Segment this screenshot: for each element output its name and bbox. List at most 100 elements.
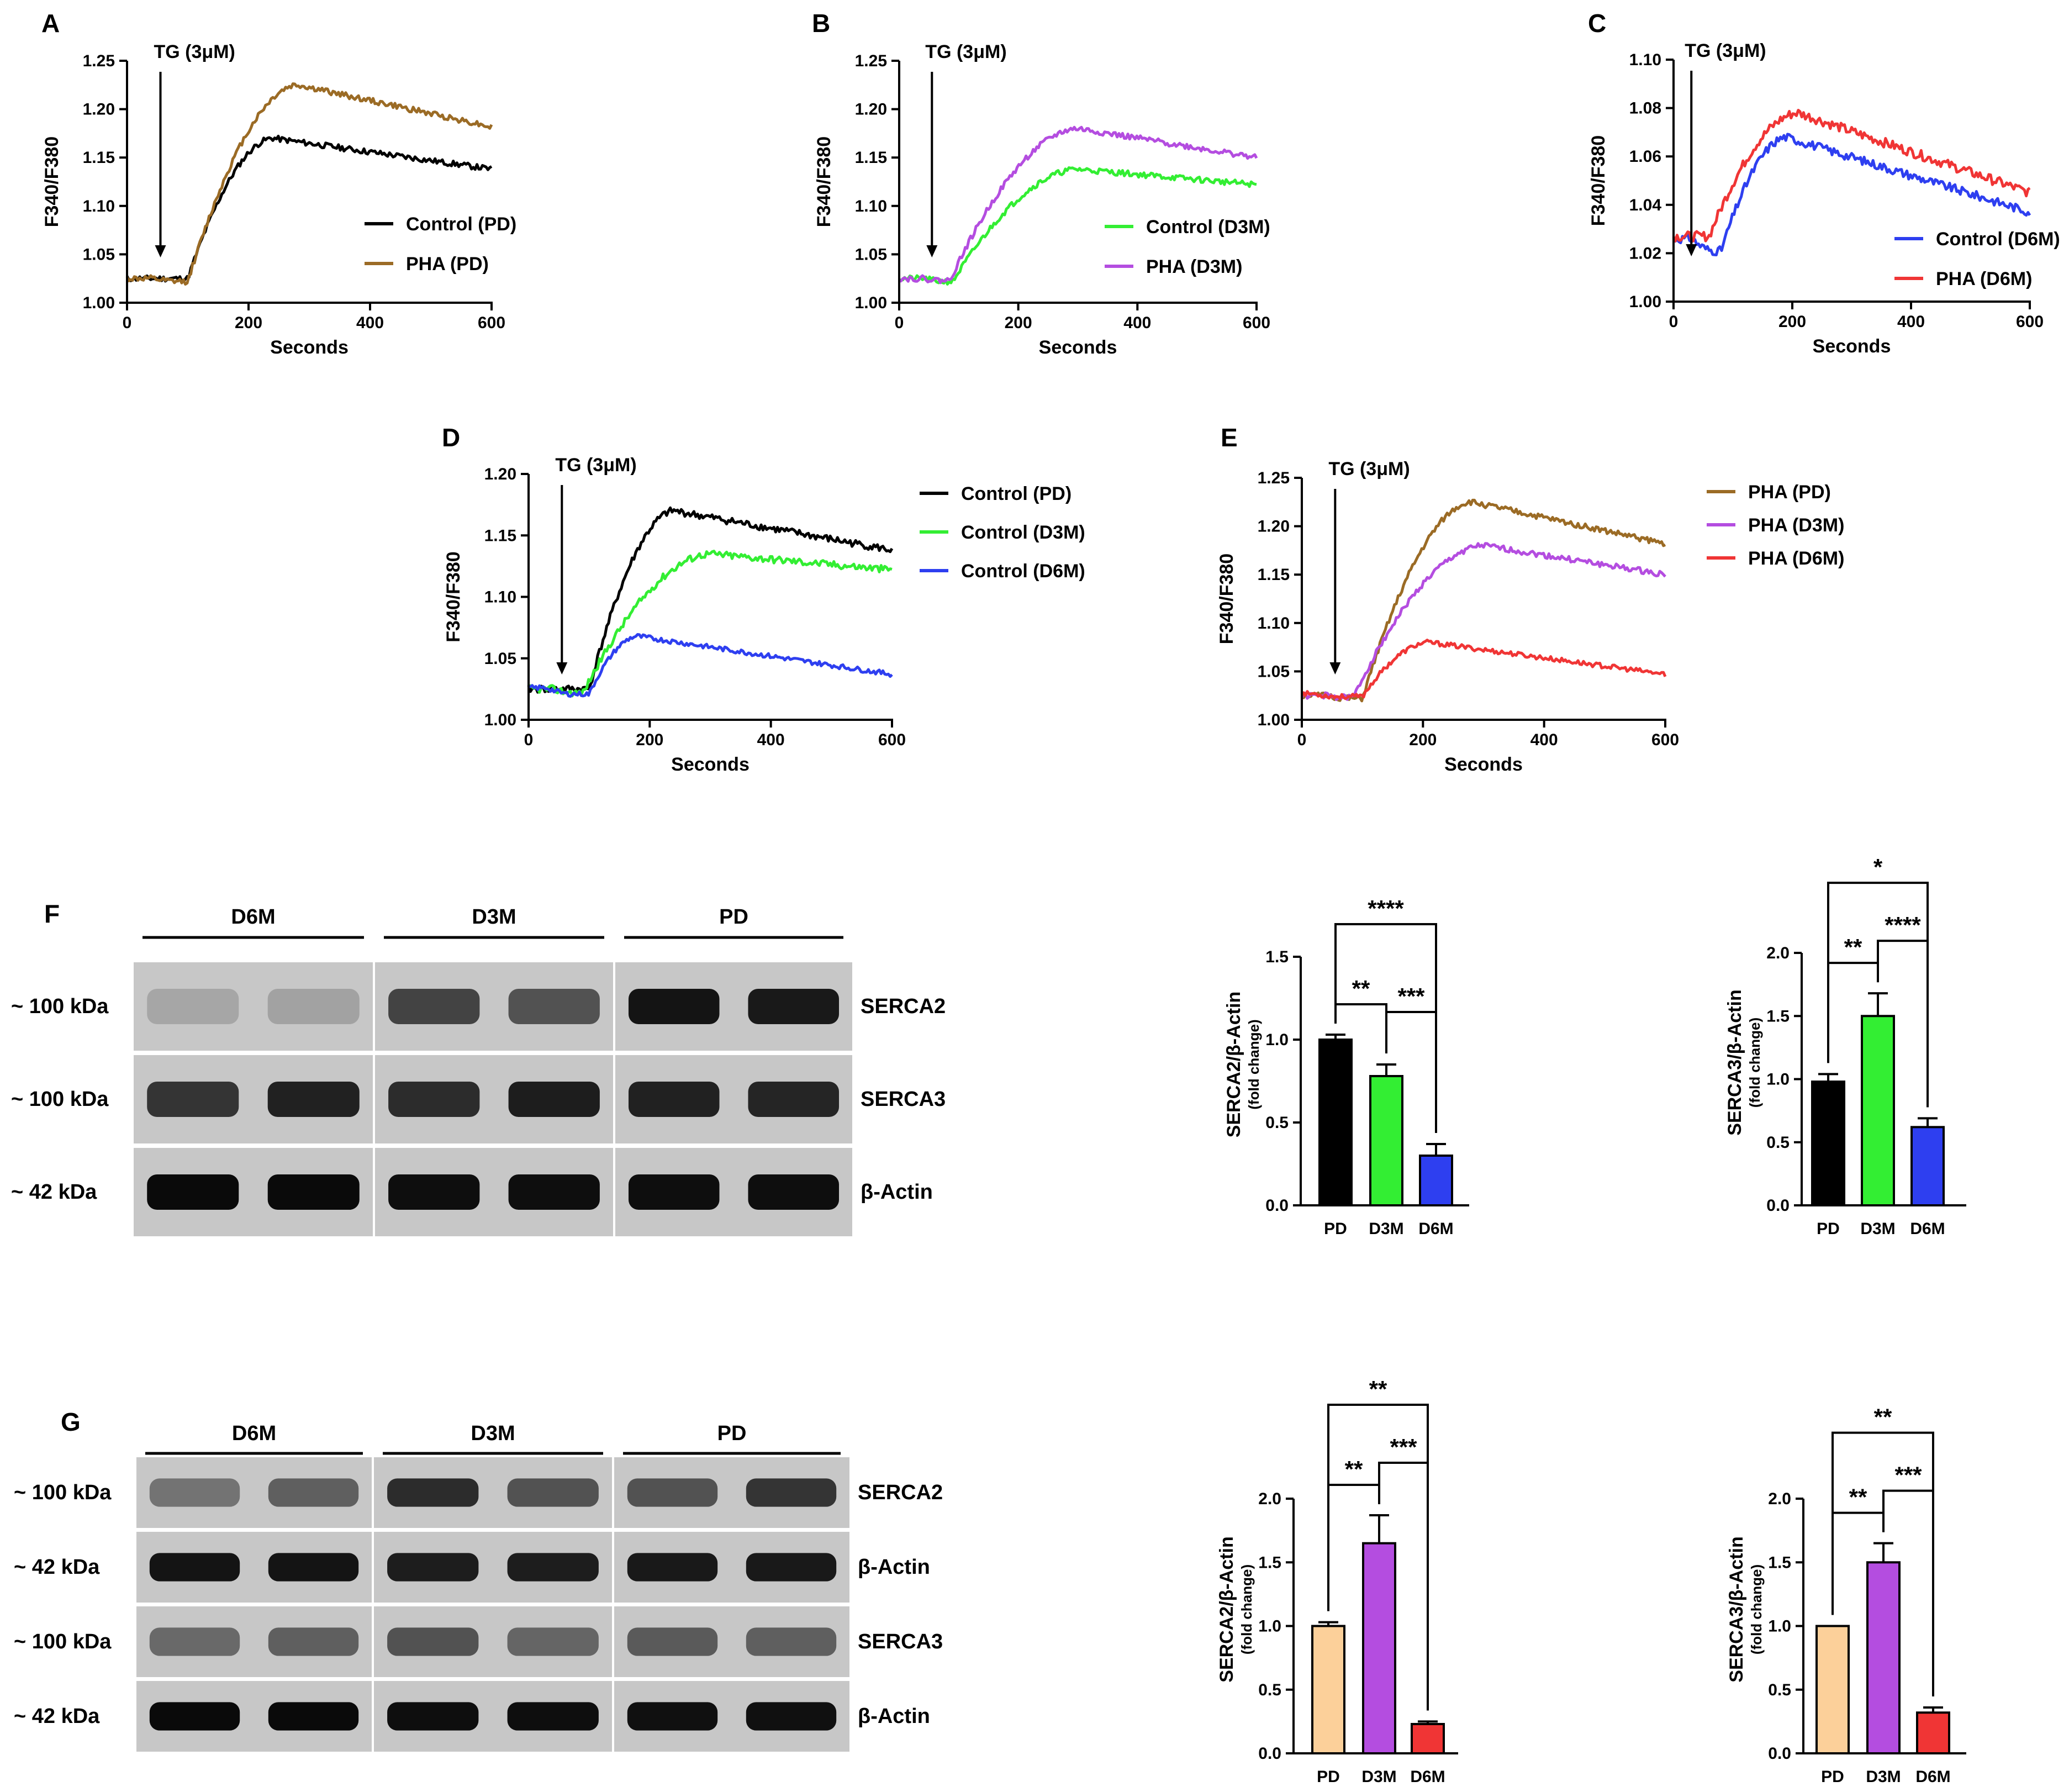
category-label: D6M (1418, 1220, 1453, 1238)
y-tick-label: 1.10 (484, 588, 516, 607)
x-axis-label: Seconds (1444, 754, 1523, 775)
legend-label: Control (D3M) (1146, 217, 1270, 238)
protein-band (388, 1082, 480, 1117)
y-tick-label: 1.10 (1258, 614, 1290, 633)
bar-chart-f2: PD D3M D6M 0.0 0.5 1.0 1.5 2.0 SERCA3/β-Actin (fo… (1724, 854, 1966, 1238)
molecular-weight-label: ~ 100 kDa (14, 1481, 112, 1504)
bar-d3m (1866, 1561, 1901, 1754)
series-line (527, 506, 894, 694)
x-tick-label: 0 (123, 314, 132, 332)
protein-band (387, 1627, 479, 1656)
group-label: D6M (232, 1422, 276, 1445)
protein-band (507, 1553, 599, 1582)
category-label: D6M (1910, 1220, 1945, 1238)
x-tick-label: 0 (524, 731, 534, 749)
protein-band (267, 1082, 360, 1117)
bar-d3m (1369, 1075, 1403, 1206)
protein-label: SERCA3 (861, 1088, 946, 1111)
y-tick-label: 1.5 (1265, 948, 1289, 966)
bar-pd (1811, 1081, 1845, 1206)
y-tick-label: 1.25 (83, 52, 115, 70)
x-tick-label: 0 (895, 314, 904, 332)
bar-pd (1815, 1625, 1850, 1754)
protein-band (748, 1082, 840, 1117)
legend-label: PHA (D6M) (1748, 548, 1844, 569)
protein-band (746, 1702, 837, 1731)
x-axis-label: Seconds (671, 754, 750, 775)
bar-d3m (1362, 1542, 1396, 1755)
x-axis-label: Seconds (270, 337, 349, 358)
y-tick-label: 0.5 (1265, 1114, 1289, 1132)
y-axis-sublabel: (fold change) (1245, 1019, 1262, 1109)
y-tick-label: 2.0 (1766, 944, 1790, 962)
y-tick-label: 1.02 (1629, 244, 1661, 262)
y-axis-label: F340/F380 (814, 136, 835, 227)
protein-band (628, 1082, 720, 1117)
y-axis-sublabel: (fold change) (1746, 1018, 1763, 1108)
x-tick-label: 600 (478, 314, 505, 332)
y-tick-label: 1.00 (1258, 711, 1290, 729)
series-line (125, 82, 493, 286)
panel-label: G (61, 1408, 81, 1436)
significance-label: ** (1849, 1484, 1867, 1510)
y-tick-label: 1.15 (1258, 566, 1290, 584)
significance-bracket (1334, 923, 1437, 1133)
category-label: D3M (1860, 1220, 1895, 1238)
y-axis-label: F340/F380 (443, 551, 464, 642)
legend-label: Control (D6M) (961, 561, 1085, 582)
y-tick-label: 1.5 (1258, 1553, 1281, 1572)
bar-d6m (1419, 1155, 1453, 1206)
protein-band (268, 1478, 359, 1507)
bar-chart-g2: PD D3M D6M 0.0 0.5 1.0 1.5 2.0 SERCA3/β-Actin (fo… (1726, 1404, 1966, 1786)
x-tick-label: 600 (1651, 731, 1679, 749)
y-tick-label: 1.0 (1768, 1617, 1791, 1636)
x-tick-label: 400 (1530, 731, 1558, 749)
category-label: PD (1821, 1768, 1844, 1786)
y-tick-label: 1.20 (484, 465, 516, 483)
annotation-arrowhead (926, 245, 938, 257)
molecular-weight-label: ~ 100 kDa (11, 995, 109, 1018)
protein-band (508, 1174, 600, 1210)
significance-label: ** (1345, 1456, 1363, 1482)
molecular-weight-label: ~ 42 kDa (14, 1705, 100, 1728)
annotation-label: TG (3μM) (1328, 458, 1410, 479)
protein-band (387, 1702, 479, 1731)
y-tick-label: 0.5 (1258, 1681, 1281, 1699)
panel-label: B (812, 9, 830, 38)
annotation-label: TG (3μM) (925, 41, 1006, 62)
y-tick-label: 1.20 (855, 101, 887, 119)
y-axis-label: SERCA2/β-Actin (1216, 1536, 1237, 1682)
y-tick-label: 1.10 (83, 197, 115, 215)
group-label: D3M (472, 905, 516, 929)
y-tick-label: 1.08 (1629, 99, 1661, 118)
line-chart-a: A 0 200 400 600 1.00 1.05 1.10 1.15 1.20 1.25 Secon… (41, 9, 516, 358)
annotation-label: TG (3μM) (555, 455, 636, 476)
protein-band (267, 1174, 360, 1210)
significance-label: *** (1390, 1434, 1417, 1460)
protein-band (268, 1702, 359, 1731)
line-chart-d: D 0 200 400 600 1.00 1.05 1.10 1.15 1.20 Seconds F3… (442, 423, 1085, 775)
protein-band (748, 1174, 840, 1210)
y-tick-label: 1.05 (1258, 662, 1290, 681)
annotation-label: TG (3μM) (1685, 40, 1766, 61)
y-tick-label: 1.5 (1766, 1007, 1790, 1025)
protein-label: β-Actin (858, 1705, 930, 1728)
line-chart-b: B 0 200 400 600 1.00 1.05 1.10 1.15 1.20 1.25 Secon… (812, 9, 1270, 358)
significance-label: ** (1844, 934, 1862, 960)
legend-label: Control (PD) (961, 483, 1072, 504)
x-tick-label: 200 (235, 314, 262, 332)
x-tick-label: 400 (1897, 313, 1925, 331)
series-line (1300, 639, 1667, 700)
x-axis-label: Seconds (1039, 337, 1117, 358)
y-tick-label: 1.00 (855, 294, 887, 312)
series-line (1300, 542, 1666, 701)
category-label: D3M (1369, 1220, 1403, 1238)
series-line (528, 633, 893, 698)
protein-band (628, 989, 720, 1024)
protein-band (507, 1627, 599, 1656)
y-tick-label: 2.0 (1258, 1490, 1281, 1508)
protein-band (388, 1174, 480, 1210)
y-axis-label: F340/F380 (1216, 554, 1237, 644)
molecular-weight-label: ~ 100 kDa (14, 1630, 112, 1653)
